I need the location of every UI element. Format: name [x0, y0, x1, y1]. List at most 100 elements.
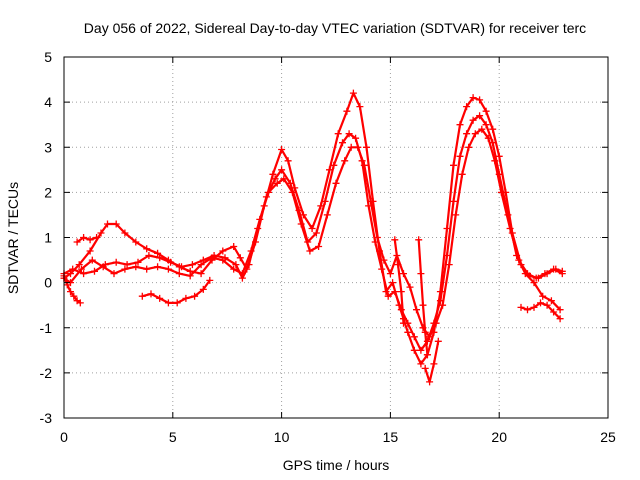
data-point [417, 346, 425, 354]
data-point [465, 143, 473, 151]
data-point [238, 270, 246, 278]
data-point [284, 157, 292, 165]
data-point [219, 256, 227, 264]
data-point [112, 258, 120, 266]
y-tick-label: 5 [44, 49, 52, 65]
data-point [339, 139, 346, 147]
data-point [458, 170, 466, 178]
data-point [80, 234, 88, 241]
y-tick-label: 1 [44, 230, 52, 246]
data-point [70, 292, 78, 300]
data-point [452, 211, 460, 219]
data-point [167, 258, 175, 266]
data-point [421, 328, 429, 336]
data-point [80, 270, 88, 278]
data-point [308, 225, 316, 232]
data-point [391, 236, 399, 244]
data-point [550, 265, 558, 273]
data-point [482, 107, 490, 115]
data-point [517, 303, 525, 311]
data-point [208, 254, 216, 262]
data-point [147, 290, 155, 298]
data-point [247, 247, 255, 255]
series-track-b [60, 112, 564, 354]
axes: 0 5 10 15 20 25 -3 -2 -1 0 1 2 3 4 5 [40, 49, 616, 445]
data-point [273, 179, 281, 187]
x-tick-label: 5 [169, 429, 177, 445]
data-point [419, 301, 427, 309]
data-point [352, 134, 360, 142]
data-point [77, 265, 85, 273]
data-point [93, 234, 101, 241]
data-point [463, 103, 471, 111]
data-point [232, 261, 240, 269]
y-tick-label: 3 [44, 139, 52, 155]
data-point [182, 294, 190, 302]
series-track-h [415, 236, 431, 359]
data-point [76, 299, 84, 307]
series-track-e [73, 234, 101, 246]
data-point [349, 89, 357, 97]
data-point [378, 265, 386, 273]
data-point [341, 157, 349, 165]
data-point [86, 236, 94, 244]
data-point [450, 161, 457, 169]
data-point [91, 267, 98, 275]
data-point [256, 215, 264, 223]
data-point [134, 258, 142, 266]
series-line [417, 238, 429, 356]
data-point [67, 288, 74, 296]
data-point [323, 211, 331, 219]
data-point [360, 161, 368, 169]
data-point [539, 292, 547, 300]
data-point [230, 243, 238, 250]
data-point [145, 252, 153, 259]
data-point [86, 247, 94, 255]
series-line [62, 91, 564, 365]
data-point [236, 254, 244, 262]
data-point [123, 261, 131, 269]
data-point [547, 297, 555, 305]
data-point [373, 234, 381, 241]
data-point [206, 276, 214, 284]
data-point [426, 378, 434, 386]
data-point [312, 229, 320, 237]
data-point [269, 170, 277, 178]
data-point [426, 333, 434, 341]
series-track-j [517, 299, 564, 323]
data-point [469, 94, 477, 102]
grid [64, 57, 608, 418]
y-tick-label: -2 [40, 365, 53, 381]
data-point [143, 245, 151, 253]
data-point [363, 143, 370, 151]
y-tick-label: 4 [44, 94, 52, 110]
data-point [306, 247, 314, 255]
data-point [445, 261, 453, 269]
data-point [537, 299, 544, 307]
data-point [164, 299, 172, 307]
data-point [550, 308, 558, 316]
data-point [112, 220, 120, 228]
series-line [141, 279, 211, 304]
data-point [524, 306, 531, 314]
data-point [265, 188, 272, 196]
data-point [515, 256, 523, 264]
data-point [450, 197, 457, 205]
x-tick-label: 20 [491, 429, 507, 445]
data-point [530, 303, 538, 311]
data-point [99, 263, 107, 271]
data-point [97, 229, 105, 237]
data-point [506, 225, 514, 232]
data-point [280, 175, 288, 183]
data-point [367, 197, 375, 205]
data-point [143, 265, 151, 273]
data-point [391, 288, 399, 296]
data-point [343, 107, 351, 115]
data-point [410, 333, 418, 341]
y-tick-label: -3 [40, 410, 53, 426]
data-point [541, 270, 549, 278]
data-point [423, 351, 431, 359]
data-point [394, 261, 402, 269]
data-point [421, 364, 429, 372]
